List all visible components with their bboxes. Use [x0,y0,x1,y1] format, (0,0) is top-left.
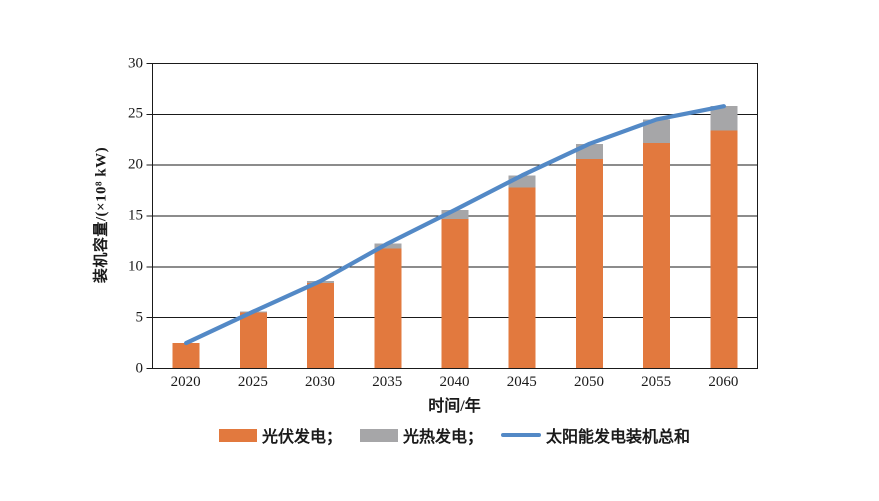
y-tick-label: 30 [128,55,143,71]
csp-legend-label: 光热发电； [402,429,483,446]
bar-segment-csp [374,243,402,249]
bar-segment-pv [374,248,402,369]
legend-item-pv: 光伏发电； [218,423,342,447]
bar-segment-pv [307,283,335,369]
total-line-swatch [501,433,541,437]
bar-segment-pv [441,219,469,369]
total-legend-label: 太阳能发电装机总和 [546,429,691,446]
y-tick-label: 15 [128,207,143,224]
x-tick-label: 2045 [506,374,537,390]
bar-segment-pv [710,130,738,369]
y-tick-label: 25 [128,105,143,122]
csp-bar-swatch [359,428,398,442]
x-tick-label: 2020 [170,374,201,390]
total-line [184,104,726,346]
y-tick-label: 5 [135,309,144,326]
legend: 光伏发电； 光热发电； 太阳能发电装机总和 [152,423,757,447]
x-tick-label: 2040 [439,374,470,390]
bar-segment-csp [643,119,671,143]
x-tick-label: 2030 [305,374,336,390]
y-axis-ticks: 0 5 10 15 20 25 30 [0,56,144,376]
x-tick-label: 2025 [237,374,268,390]
plot-area [146,63,758,369]
legend-item-csp: 光热发电； [359,423,483,447]
plot-border [152,63,758,369]
y-tick-label: 0 [135,360,144,376]
x-tick-label: 2035 [372,374,403,390]
x-tick-label: 2050 [573,374,604,390]
x-axis-ticks: 2020 2025 2030 2035 2040 2045 2050 2055 2060 [152,374,757,392]
bar-segment-pv [172,343,200,369]
x-tick-label: 2055 [641,374,672,390]
bar-segment-pv [643,142,671,369]
y-tick-label: 10 [128,258,143,275]
legend-item-total: 太阳能发电装机总和 [501,423,690,447]
bar-segment-csp [710,106,738,131]
pv-legend-label: 光伏发电； [261,429,342,446]
y-tick-label: 20 [128,156,143,173]
x-tick-label: 2060 [708,374,739,390]
x-axis-title: 时间/年 [428,398,481,415]
bar-segment-pv [239,312,267,369]
bar-segment-pv [508,187,536,369]
bar-segment-pv [575,159,603,369]
pv-bar-swatch [218,428,257,442]
bar-segment-csp [441,209,469,220]
